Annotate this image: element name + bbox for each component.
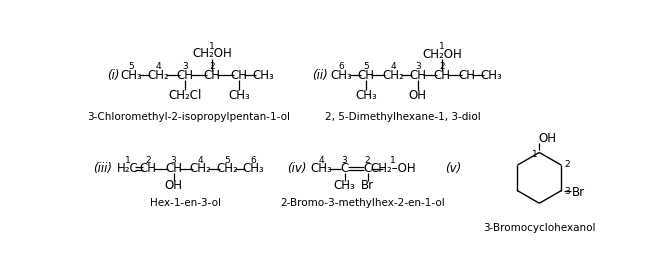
Text: 2, 5-Dimethylhexane-1, 3-diol: 2, 5-Dimethylhexane-1, 3-diol (325, 112, 481, 122)
Text: Hex-1-en-3-ol: Hex-1-en-3-ol (149, 198, 221, 208)
Text: CH₃: CH₃ (120, 69, 142, 82)
Text: 3: 3 (171, 156, 177, 165)
Text: CH: CH (434, 69, 451, 82)
Text: 5: 5 (128, 63, 134, 72)
Text: CH₃: CH₃ (311, 162, 332, 175)
Text: 5: 5 (364, 63, 369, 72)
Text: CH₂OH: CH₂OH (422, 48, 462, 61)
Text: CH₂Cl: CH₂Cl (169, 89, 202, 102)
Text: 5: 5 (225, 156, 230, 165)
Text: CH₂–OH: CH₂–OH (370, 162, 416, 175)
Text: (ii): (ii) (312, 69, 328, 82)
Text: C: C (340, 162, 349, 175)
Text: 3: 3 (565, 187, 570, 196)
Text: 2: 2 (440, 63, 445, 72)
Text: CH₃: CH₃ (228, 89, 250, 102)
Text: CH₃: CH₃ (481, 69, 502, 82)
Text: CH: CH (409, 69, 426, 82)
Text: 3: 3 (182, 63, 188, 72)
Text: CH: CH (231, 69, 247, 82)
Text: 4: 4 (155, 63, 161, 72)
Text: 3: 3 (415, 63, 421, 72)
Text: (i): (i) (107, 69, 119, 82)
Text: 3: 3 (342, 156, 348, 165)
Text: Br: Br (572, 186, 585, 199)
Text: CH₃: CH₃ (253, 69, 275, 82)
Text: 1: 1 (532, 150, 538, 159)
Text: H₂C: H₂C (117, 162, 138, 175)
Text: 2-Bromo-3-methylhex-2-en-1-ol: 2-Bromo-3-methylhex-2-en-1-ol (280, 198, 445, 208)
Text: Br: Br (361, 179, 374, 192)
Text: 4: 4 (197, 156, 203, 165)
Text: 3-Bromocyclohexanol: 3-Bromocyclohexanol (483, 223, 596, 233)
Text: CH: CH (203, 69, 221, 82)
Text: OH: OH (538, 132, 556, 145)
Text: CH: CH (165, 162, 182, 175)
Text: CH: CH (177, 69, 193, 82)
Text: 2: 2 (145, 156, 151, 165)
Text: (v): (v) (446, 162, 462, 175)
Text: CH₂OH: CH₂OH (192, 47, 232, 60)
Text: (iii): (iii) (93, 162, 112, 175)
Text: 2: 2 (365, 156, 370, 165)
Text: 4: 4 (390, 63, 396, 72)
Text: CH₂: CH₂ (147, 69, 169, 82)
Text: CH₂: CH₂ (382, 69, 404, 82)
Text: OH: OH (165, 179, 183, 192)
Text: C: C (364, 162, 372, 175)
Text: 1: 1 (209, 42, 215, 51)
Text: CH₃: CH₃ (242, 162, 263, 175)
Text: 1: 1 (125, 156, 130, 165)
Text: CH₃: CH₃ (356, 89, 377, 102)
Text: 1: 1 (440, 42, 445, 51)
Text: 4: 4 (319, 156, 324, 165)
Text: OH: OH (409, 89, 427, 102)
Text: CH₂: CH₂ (189, 162, 211, 175)
Text: CH₃: CH₃ (334, 179, 356, 192)
Text: 2: 2 (565, 160, 570, 169)
Text: CH₃: CH₃ (331, 69, 352, 82)
Text: 3-Chloromethyl-2-isopropylpentan-1-ol: 3-Chloromethyl-2-isopropylpentan-1-ol (87, 112, 291, 122)
Text: 6: 6 (339, 63, 344, 72)
Text: 2: 2 (209, 63, 215, 72)
Text: (iv): (iv) (287, 162, 306, 175)
Text: 6: 6 (250, 156, 255, 165)
Text: 1: 1 (390, 156, 396, 165)
Text: CH: CH (358, 69, 375, 82)
Text: CH: CH (458, 69, 476, 82)
Text: CH₂: CH₂ (217, 162, 238, 175)
Text: CH: CH (139, 162, 157, 175)
